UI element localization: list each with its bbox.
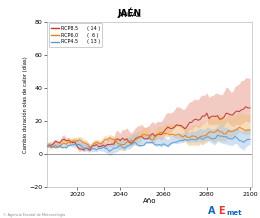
Text: ANUAL: ANUAL	[118, 12, 142, 18]
Legend: RCP8.5      ( 14 ), RCP6.0      (  6 ), RCP4.5      ( 13 ): RCP8.5 ( 14 ), RCP6.0 ( 6 ), RCP4.5 ( 13…	[49, 24, 102, 47]
Text: © Agencia Estatal de Meteorología: © Agencia Estatal de Meteorología	[3, 213, 65, 217]
X-axis label: Año: Año	[143, 198, 156, 204]
Text: met: met	[226, 210, 242, 216]
Text: JAÉN: JAÉN	[118, 8, 142, 18]
Text: A: A	[208, 206, 216, 216]
Y-axis label: Cambio duración olas de calor (días): Cambio duración olas de calor (días)	[23, 56, 28, 153]
Text: E: E	[218, 206, 225, 216]
